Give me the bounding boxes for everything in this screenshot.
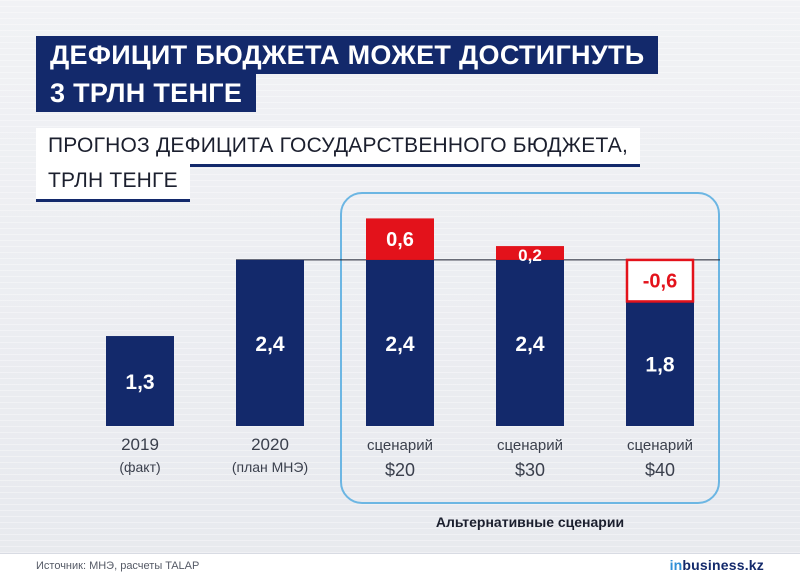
title-line-1: ДЕФИЦИТ БЮДЖЕТА МОЖЕТ ДОСТИГНУТЬ xyxy=(36,36,659,74)
bar-base xyxy=(106,336,174,426)
brand-logo-prefix: in xyxy=(669,557,683,573)
bar-value-label: 2,4 xyxy=(515,333,545,356)
bar-base xyxy=(496,259,564,426)
bar-delta xyxy=(366,218,434,260)
bar-delta-label: -0,6 xyxy=(643,271,677,293)
bar-delta xyxy=(496,246,564,260)
subtitle-line-1: ПРОГНОЗ ДЕФИЦИТА ГОСУДАРСТВЕННОГО БЮДЖЕТ… xyxy=(36,128,641,167)
subtitle-underline xyxy=(36,199,190,202)
x-tick-label: 2019 xyxy=(121,435,159,454)
scenario-frame xyxy=(340,192,720,504)
scenario-group-label: Альтернативные сценарии xyxy=(435,514,625,530)
bar-delta-label: 0,2 xyxy=(518,246,542,265)
title-line-2: 3 ТРЛН ТЕНГЕ xyxy=(36,74,257,112)
subtitle-underline xyxy=(36,164,641,167)
x-tick-label: сценарий xyxy=(367,437,433,454)
subtitle-line-2: ТРЛН ТЕНГЕ xyxy=(36,163,190,202)
x-tick-sublabel: $40 xyxy=(645,460,675,480)
subtitle-line-1-text: ПРОГНОЗ ДЕФИЦИТА ГОСУДАРСТВЕННОГО БЮДЖЕТ… xyxy=(48,134,629,157)
bar-value-label: 1,8 xyxy=(645,354,675,377)
x-tick-sublabel: $20 xyxy=(385,460,415,480)
x-tick-sublabel: (план МНЭ) xyxy=(232,459,308,475)
bar-value-label: 2,4 xyxy=(385,333,415,356)
bar-delta-label: 0,6 xyxy=(386,229,414,251)
x-tick-label: сценарий xyxy=(497,437,563,454)
subtitle-line-2-text: ТРЛН ТЕНГЕ xyxy=(48,169,178,192)
bar-base xyxy=(236,259,304,426)
x-tick-sublabel: $30 xyxy=(515,460,545,480)
x-tick-sublabel: (факт) xyxy=(119,459,160,475)
bar-value-label: 1,3 xyxy=(125,371,154,394)
bar-value-label: 2,4 xyxy=(255,333,285,356)
bar-delta-negative xyxy=(625,258,695,303)
brand-logo: inbusiness.kz xyxy=(670,557,764,573)
bar-base xyxy=(366,259,434,426)
x-tick-label: сценарий xyxy=(627,437,693,454)
source-note: Источник: МНЭ, расчеты TALAP xyxy=(36,560,200,572)
footer-bar xyxy=(0,553,800,584)
bar-base xyxy=(626,301,694,426)
brand-logo-main: business.kz xyxy=(682,557,764,573)
x-tick-label: 2020 xyxy=(251,435,289,454)
